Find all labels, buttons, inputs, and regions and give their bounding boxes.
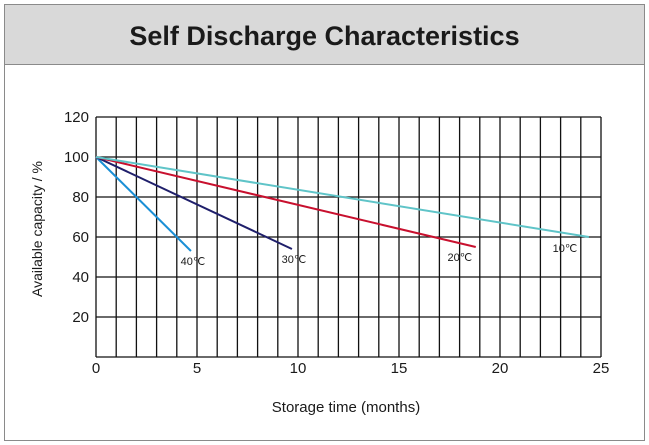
grid (95, 116, 602, 358)
x-tick-label: 20 (492, 360, 509, 377)
x-tick-label: 5 (193, 360, 201, 377)
x-tick-label: 25 (593, 360, 610, 377)
series-line (95, 156, 293, 250)
title-bar: Self Discharge Characteristics (5, 5, 644, 65)
y-tick-label: 20 (72, 309, 89, 326)
series-lines (95, 156, 590, 252)
y-axis-label: Available capacity / % (29, 161, 45, 297)
x-axis-label: Storage time (months) (272, 399, 420, 416)
series-line (95, 156, 476, 248)
y-tick-label: 60 (72, 229, 89, 246)
series-labels: 40℃ 30℃ 20℃ 10℃ (181, 243, 578, 268)
series-label: 40℃ (181, 256, 206, 268)
tick-labels: 0 5 10 15 20 25 20 40 60 80 100 120 (64, 109, 609, 377)
y-tick-label: 40 (72, 269, 89, 286)
y-tick-label: 80 (72, 189, 89, 206)
series-label: 20℃ (447, 252, 472, 264)
x-tick-label: 15 (391, 360, 408, 377)
series-line (95, 156, 192, 252)
chart-title: Self Discharge Characteristics (129, 21, 520, 51)
y-tick-label: 100 (64, 149, 89, 166)
series-label: 10℃ (553, 243, 578, 255)
series-label: 30℃ (282, 254, 307, 266)
series-line (95, 156, 590, 238)
y-tick-label: 120 (64, 109, 89, 126)
chart-frame: Self Discharge Characteristics (4, 4, 645, 441)
x-tick-label: 0 (92, 360, 100, 377)
x-tick-label: 10 (290, 360, 307, 377)
